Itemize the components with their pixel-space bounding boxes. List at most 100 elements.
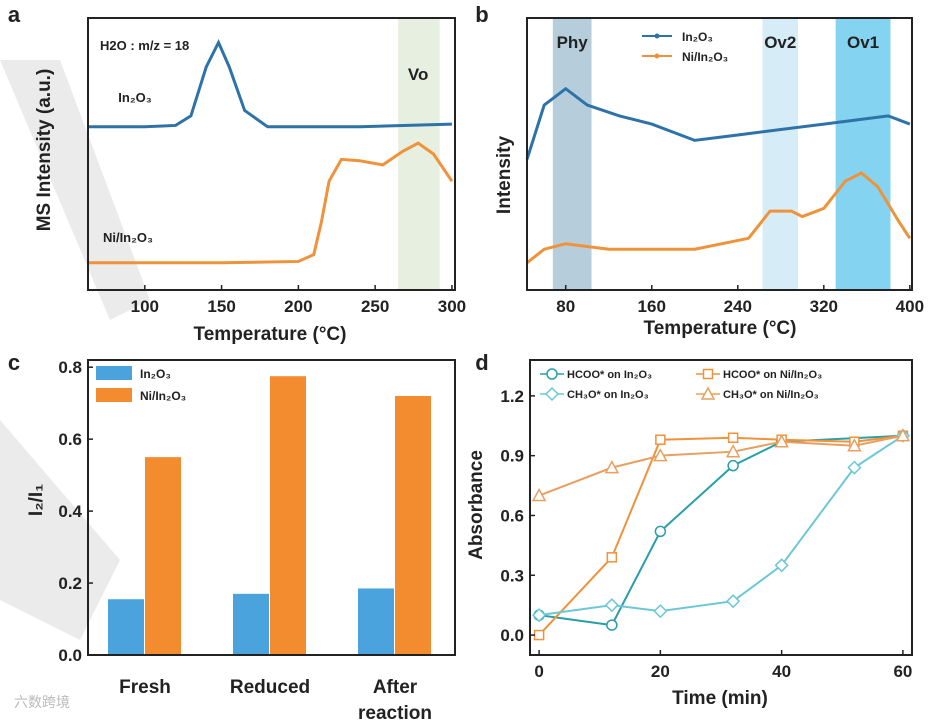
data-point: [774, 434, 789, 448]
legend-marker: [546, 368, 558, 380]
data-point: [606, 552, 618, 563]
x-axis-label: Temperature (°C): [644, 318, 797, 339]
data-point: [847, 438, 862, 452]
legend-label: Ni/In₂O₃: [140, 389, 186, 403]
bar-in2o3: [108, 599, 144, 655]
watermark-shape: [0, 60, 150, 320]
legend-label: In₂O₃: [140, 367, 171, 381]
data-point: [532, 608, 547, 623]
bar-in2o3: [358, 588, 394, 655]
y-tick-label: 0.6: [500, 506, 524, 525]
legend-marker: [654, 53, 660, 59]
legend-label: CH₃O* on Ni/In₂O₃: [723, 389, 819, 401]
series-line: [538, 434, 904, 497]
panel-b-frame: [526, 17, 913, 291]
band-ov2: [762, 18, 799, 290]
series-line-ni-in2o3: [88, 141, 454, 265]
x-tick-label: 20: [651, 662, 670, 681]
panel-label: d: [475, 350, 488, 375]
x-axis-label: Time (min): [672, 688, 768, 709]
x-tick-label: 0: [534, 662, 543, 681]
data-point: [774, 558, 789, 573]
x-tick-label: 200: [284, 297, 312, 316]
data-point: [653, 448, 668, 462]
legend-label: HCOO* on Ni/In₂O₃: [723, 369, 822, 381]
legend-swatch: [96, 366, 132, 380]
series-line-in2o3: [525, 86, 911, 160]
data-point: [654, 525, 667, 538]
panel-c-frame: [87, 359, 456, 656]
band-ov1: [835, 18, 891, 290]
data-point: [895, 428, 911, 442]
band-label: Vo: [408, 65, 428, 84]
series-label: In₂O₃: [118, 90, 151, 105]
data-point: [604, 460, 620, 474]
y-tick-label: 1.2: [500, 387, 524, 406]
data-point: [655, 434, 666, 445]
x-tick-label: 80: [556, 297, 575, 316]
data-point: [604, 598, 619, 613]
x-tick-label: 150: [207, 297, 235, 316]
series-line: [538, 434, 903, 627]
x-tick-label: 160: [638, 297, 666, 316]
series-line: [538, 434, 904, 617]
legend-label: CH₃O* on In₂O₃: [567, 389, 649, 401]
panel-d-frame: [529, 359, 913, 656]
watermark-shape: [0, 420, 120, 640]
legend-marker: [702, 368, 714, 380]
legend-label: In₂O₃: [682, 30, 713, 44]
y-tick-label: 0.6: [58, 430, 82, 449]
y-tick-label: 0.4: [58, 502, 82, 521]
legend-label: Ni/In₂O₃: [682, 50, 728, 64]
x-tick-label: 400: [896, 297, 924, 316]
data-point: [726, 594, 741, 609]
series-line: [538, 434, 904, 636]
y-axis-label: Intensity: [494, 136, 515, 215]
band-label: Phy: [557, 33, 589, 52]
category-label: After: [373, 677, 418, 698]
bar-ni-in2o3: [145, 457, 181, 655]
y-axis-label: I₂/I₁: [26, 484, 47, 516]
y-tick-label: 0.0: [500, 626, 524, 645]
legend-marker: [544, 386, 560, 402]
y-axis-label: MS Intensity (a.u.): [34, 69, 55, 232]
data-point: [531, 487, 547, 502]
annotation: H2O : m/z = 18: [100, 38, 189, 53]
data-point: [606, 619, 618, 631]
x-tick-label: 250: [361, 297, 389, 316]
y-tick-label: 0.3: [500, 566, 524, 585]
data-point: [727, 432, 739, 443]
y-tick-label: 0.9: [500, 447, 524, 466]
x-tick-label: 240: [724, 297, 752, 316]
data-point: [727, 459, 739, 472]
y-tick-label: 0.8: [58, 358, 82, 377]
y-tick-label: 0.0: [58, 646, 82, 665]
series-label: Ni/In₂O₃: [103, 230, 153, 245]
x-tick-label: 100: [131, 297, 159, 316]
category-label: Reduced: [230, 677, 310, 698]
x-tick-label: 40: [772, 662, 791, 681]
panel-label: c: [8, 350, 20, 375]
series-line-in2o3: [88, 38, 452, 129]
x-tick-label: 320: [810, 297, 838, 316]
band-phy: [552, 18, 592, 290]
series-line-ni-in2o3: [526, 171, 912, 264]
y-axis-label: Absorbance: [466, 450, 487, 560]
x-tick-label: 300: [438, 297, 466, 316]
bar-ni-in2o3: [395, 395, 431, 655]
panel-label: a: [8, 2, 21, 27]
category-label: Fresh: [119, 677, 171, 698]
band-label: Ov1: [847, 33, 879, 52]
data-point: [725, 444, 741, 458]
data-point: [653, 604, 668, 619]
legend-label: HCOO* on In₂O₃: [567, 369, 652, 381]
bar-in2o3: [233, 593, 269, 655]
bar-ni-in2o3: [270, 376, 306, 655]
x-tick-label: 60: [893, 662, 912, 681]
legend-marker: [700, 386, 716, 400]
category-label: reaction: [358, 703, 432, 720]
x-axis-label: Temperature (°C): [194, 324, 347, 345]
panel-label: b: [475, 2, 488, 27]
panel-a-frame: [87, 17, 456, 291]
